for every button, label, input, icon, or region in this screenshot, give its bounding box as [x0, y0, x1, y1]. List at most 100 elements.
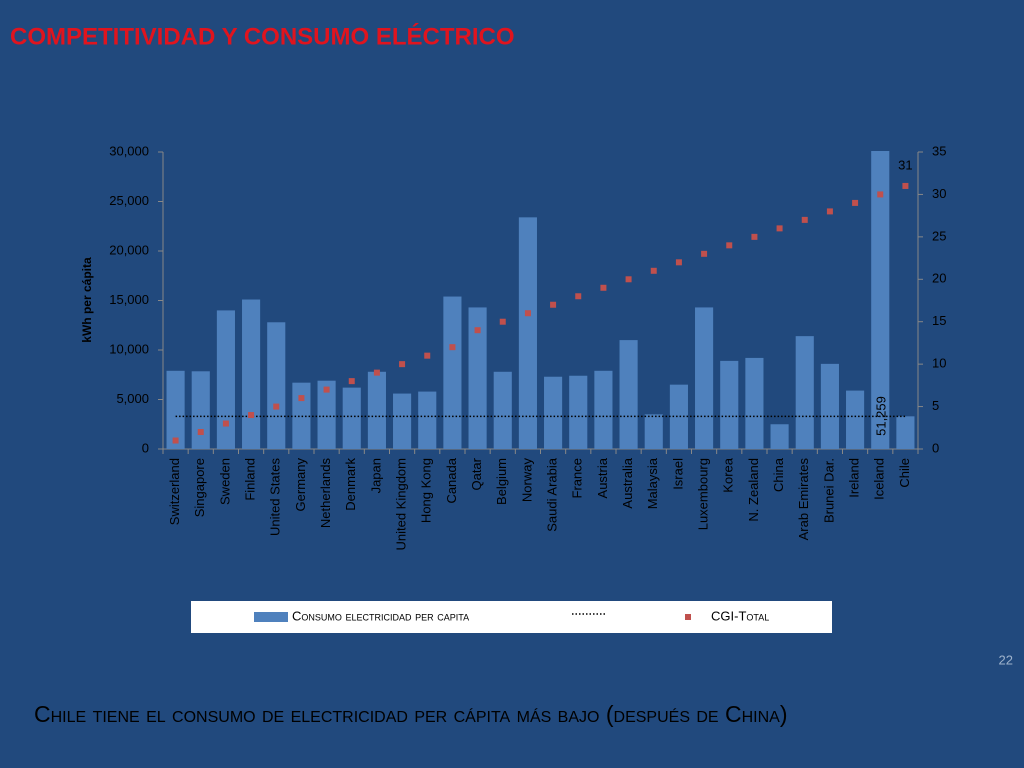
x-tick-label: Austria — [595, 457, 610, 498]
bar — [795, 336, 814, 449]
x-tick-label: Switzerland — [167, 458, 182, 525]
x-tick-label: Saudi Arabia — [545, 457, 560, 531]
y-tick-label: 10,000 — [109, 341, 149, 356]
caption: Chile tiene el consumo de electricidad p… — [34, 701, 788, 727]
bar — [418, 391, 437, 449]
point — [499, 318, 506, 325]
point — [826, 208, 833, 215]
bar — [468, 307, 487, 449]
point — [373, 369, 380, 376]
legend-swatch — [685, 614, 691, 620]
bar — [544, 376, 563, 449]
y2-tick-label: 35 — [932, 143, 946, 158]
caption-box: Chile tiene el consumo de electricidad p… — [34, 701, 788, 727]
bar — [669, 384, 688, 449]
bar — [292, 382, 311, 449]
x-tick-label: China — [771, 457, 786, 492]
point — [323, 386, 330, 393]
x-tick-label: Iceland — [872, 458, 887, 500]
x-tick-label: Brunei Dar. — [821, 458, 836, 523]
bar — [242, 299, 261, 449]
point — [877, 191, 884, 198]
x-tick-label: United States — [268, 458, 283, 537]
bar — [745, 357, 764, 449]
x-tick-label: Arab Emirates — [796, 458, 811, 541]
point — [298, 395, 305, 402]
bar — [644, 414, 663, 449]
bar — [518, 217, 537, 449]
point — [902, 182, 909, 189]
x-tick-label: Singapore — [192, 458, 207, 517]
point — [776, 225, 783, 232]
point — [248, 412, 255, 419]
x-tick-label: Belgium — [494, 458, 509, 505]
y-tick-label: 5,000 — [116, 391, 149, 406]
point — [650, 267, 657, 274]
point — [801, 216, 808, 223]
point — [172, 437, 179, 444]
y-tick-label: 25,000 — [109, 193, 149, 208]
y-tick-label: 15,000 — [109, 292, 149, 307]
x-tick-label: Australia — [620, 457, 635, 508]
bar — [820, 363, 839, 449]
point — [524, 310, 531, 317]
bar — [493, 371, 512, 449]
bar — [871, 151, 890, 450]
x-tick-label: Finland — [243, 458, 258, 501]
x-tick-label: Luxembourg — [696, 458, 711, 530]
point — [399, 361, 406, 368]
page-number: 22 — [999, 652, 1013, 667]
point — [751, 233, 758, 240]
y2-tick-label: 10 — [932, 356, 946, 371]
bar — [367, 371, 386, 449]
point — [726, 242, 733, 249]
x-tick-label: Netherlands — [318, 458, 333, 529]
x-tick-label: Norway — [519, 458, 534, 503]
y2-tick-label: 20 — [932, 271, 946, 286]
legend-swatch — [254, 612, 288, 622]
slide-title: COMPETITIVIDAD Y CONSUMO ELÉCTRICO — [10, 22, 514, 50]
legend-label: CGI-Total — [711, 608, 769, 623]
x-tick-label: Israel — [670, 458, 685, 490]
point — [424, 352, 431, 359]
bar — [619, 340, 638, 449]
y2-tick-label: 15 — [932, 313, 946, 328]
y2-tick-label: 30 — [932, 186, 946, 201]
bar — [594, 370, 613, 449]
y-axis-label: kWh per cápita — [80, 257, 94, 343]
x-tick-label: Hong Kong — [419, 458, 434, 523]
y2-tick-label: 5 — [932, 398, 939, 413]
point — [675, 259, 682, 266]
legend-box — [191, 601, 832, 633]
bar — [443, 296, 462, 449]
point — [197, 429, 204, 436]
point-value-label: 31 — [898, 157, 912, 172]
bar — [166, 370, 185, 449]
bar — [216, 310, 235, 449]
point — [449, 344, 456, 351]
bar — [317, 380, 336, 449]
bar — [342, 387, 361, 449]
x-tick-label: Ireland — [847, 458, 862, 498]
x-tick-label: United Kingdom — [394, 458, 409, 551]
point — [474, 327, 481, 334]
x-tick-label: Qatar — [469, 457, 484, 490]
bar — [569, 375, 588, 449]
y2-tick-label: 25 — [932, 228, 946, 243]
bar-value-label: 51,259 — [874, 396, 889, 436]
bar — [695, 307, 714, 449]
x-tick-label: Canada — [444, 457, 459, 503]
bar — [896, 416, 915, 449]
point — [222, 420, 229, 427]
x-tick-label: Chile — [897, 458, 912, 488]
bar — [846, 390, 865, 449]
bar — [191, 371, 210, 449]
bar — [720, 360, 739, 449]
x-tick-label: Malaysia — [645, 457, 660, 509]
point — [701, 250, 708, 257]
plot-area — [166, 151, 915, 450]
y-tick-label: 20,000 — [109, 242, 149, 257]
y-tick-label: 0 — [142, 440, 149, 455]
x-tick-label: Korea — [721, 457, 736, 492]
